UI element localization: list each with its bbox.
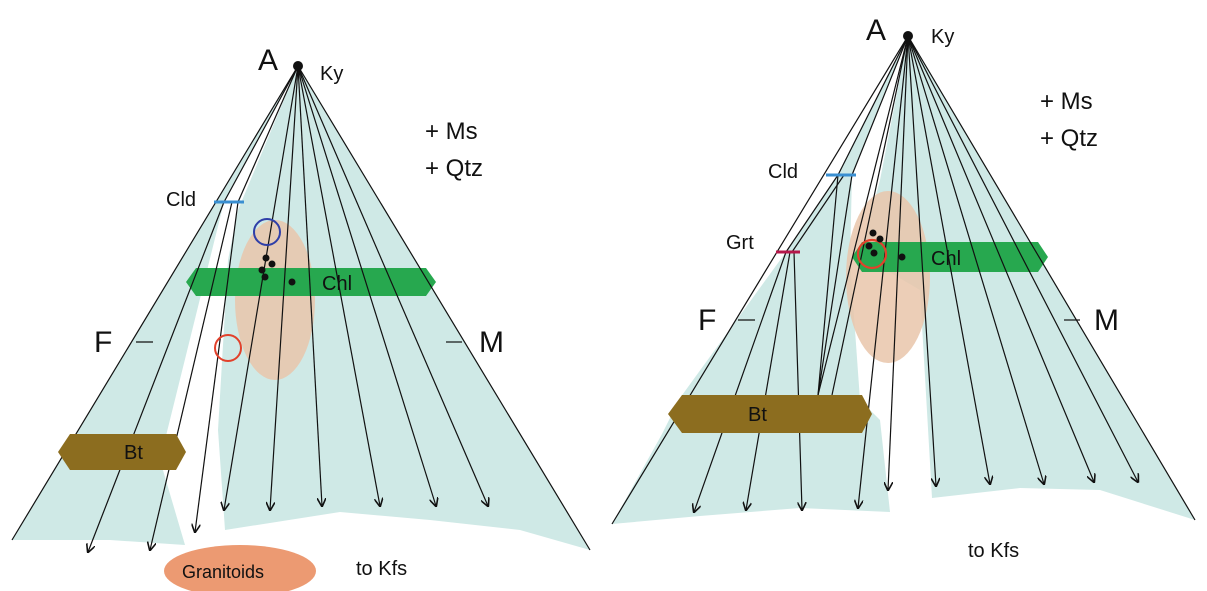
right-label-f: F: [698, 304, 716, 337]
left-label-to-kfs: to Kfs: [356, 558, 407, 580]
left-sample-zone: [235, 220, 315, 380]
left-label-chl: Chl: [322, 273, 352, 295]
right-bt-bar: [668, 395, 872, 433]
right-sample-zone: [846, 191, 930, 363]
left-label-granitoids: Granitoids: [182, 562, 264, 582]
left-label-bt: Bt: [124, 442, 143, 464]
left-apex-label: A: [258, 44, 278, 77]
left-sample-dots: [258, 254, 296, 286]
right-ternary-panel: Chl Bt: [611, 14, 1196, 562]
left-chl-bar: [186, 268, 436, 296]
right-assemblage-ms: + Ms: [1040, 88, 1093, 115]
left-ternary-panel: Chl Bt: [11, 44, 591, 591]
right-red-circle: [856, 238, 888, 270]
left-granitoids-blob: [164, 545, 316, 591]
left-label-f: F: [94, 326, 112, 359]
right-sample-dots: [865, 229, 906, 261]
left-blue-circle: [253, 218, 281, 246]
left-label-cld: Cld: [166, 189, 196, 211]
left-field-fm: [12, 66, 298, 545]
right-label-m: M: [1094, 304, 1119, 337]
right-label-to-kfs: to Kfs: [968, 540, 1019, 562]
left-red-circle: [214, 334, 242, 362]
right-apex-dot: [903, 31, 913, 41]
left-label-m: M: [479, 326, 504, 359]
right-label-bt: Bt: [748, 404, 767, 426]
left-bt-bar: [58, 434, 186, 470]
left-assemblage-ms: + Ms: [425, 118, 478, 145]
right-tie-lines: [611, 35, 1196, 525]
right-assemblage-qtz: + Qtz: [1040, 125, 1098, 152]
left-apex-dot: [293, 61, 303, 71]
right-apex-label: A: [866, 14, 886, 47]
left-field-am: [218, 66, 590, 550]
right-chl-bar: [852, 242, 1048, 272]
right-label-chl: Chl: [931, 248, 961, 270]
right-field-am: [860, 36, 1195, 520]
left-tie-lines: [11, 65, 591, 552]
left-apex-mineral: Ky: [320, 63, 343, 85]
right-apex-mineral: Ky: [931, 26, 954, 48]
right-label-cld: Cld: [768, 161, 798, 183]
right-label-grt: Grt: [726, 232, 754, 254]
left-assemblage-qtz: + Qtz: [425, 155, 483, 182]
